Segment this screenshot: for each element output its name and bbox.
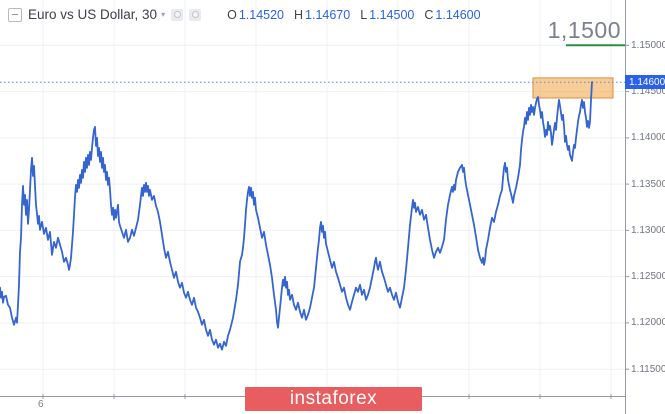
ohlc-label-h: H bbox=[294, 7, 304, 22]
collapse-legend-icon[interactable] bbox=[8, 7, 22, 22]
instaforex-logo-text: instaforex bbox=[289, 388, 378, 409]
ohlc-label-l: L bbox=[360, 7, 368, 22]
price-axis-label: 1.13000 bbox=[631, 224, 665, 236]
price-axis-label: 1.13500 bbox=[631, 178, 665, 190]
price-axis-label: 1.14000 bbox=[631, 132, 665, 144]
price-axis[interactable]: 1.15000 1.14500 1.14000 1.13500 1.13000 1.125… bbox=[626, 0, 665, 414]
ohlc-value-c: 1.14600 bbox=[435, 7, 481, 22]
price-axis-label: 1.14500 bbox=[631, 86, 665, 98]
legend-toggle-icon[interactable] bbox=[171, 8, 184, 21]
ohlc-label-c: C bbox=[424, 7, 434, 22]
legend-settings-icon[interactable] bbox=[189, 8, 202, 21]
ohlc-value-o: 1.14520 bbox=[238, 7, 284, 22]
chevron-down-icon[interactable]: ▾ bbox=[161, 10, 166, 19]
highlight-zone-rectangle[interactable] bbox=[532, 77, 614, 99]
ohlc-value-h: 1.14670 bbox=[305, 7, 351, 22]
ohlc-values: O 1.14520 H 1.14670 L 1.14500 C 1.14600 bbox=[217, 8, 481, 22]
symbol-title[interactable]: Euro vs US Dollar, 30 bbox=[28, 7, 158, 22]
instaforex-logo: instaforex bbox=[245, 387, 422, 411]
ohlc-label-o: O bbox=[227, 7, 237, 22]
price-axis-label: 1.15000 bbox=[631, 39, 665, 51]
chart-legend: Euro vs US Dollar, 30 ▾ O 1.14520 H 1.14670… bbox=[8, 7, 481, 22]
price-series-line bbox=[0, 81, 593, 351]
ohlc-value-l: 1.14500 bbox=[369, 7, 415, 22]
price-level-annotation: 1,1500 bbox=[547, 17, 621, 43]
time-axis-label: 6 bbox=[38, 399, 44, 410]
current-price-label: 1.14600 bbox=[625, 75, 665, 90]
price-axis-label: 1.11500 bbox=[631, 363, 665, 375]
price-axis-label: 1.12500 bbox=[631, 271, 665, 283]
price-axis-label: 1.12000 bbox=[631, 317, 665, 329]
time-axis[interactable]: 6 bbox=[0, 396, 625, 414]
